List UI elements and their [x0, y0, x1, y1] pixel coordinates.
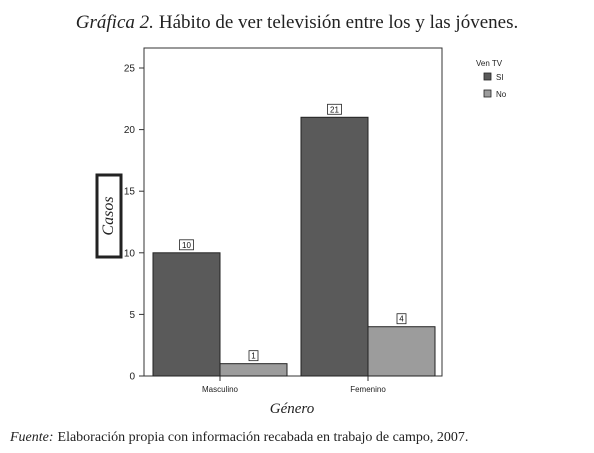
figure-source: Fuente: Elaboración propia con informació… — [9, 430, 468, 445]
y-tick-label: 10 — [124, 248, 136, 259]
bar-si-femenino — [300, 116, 369, 377]
y-tick-label: 20 — [124, 125, 136, 136]
figure-source-text: Elaboración propia con información recab… — [58, 430, 469, 445]
y-tick-label: 5 — [129, 310, 135, 321]
y-tick-label: 15 — [124, 187, 136, 198]
plot-frame — [143, 47, 443, 377]
data-label-box — [327, 103, 342, 115]
data-label: 10 — [182, 241, 191, 250]
data-labels: 10 1 21 4 — [179, 103, 407, 362]
data-label: 1 — [251, 352, 256, 361]
figure-title-prefix: Gráfica 2. — [76, 12, 154, 33]
data-label: 21 — [330, 105, 339, 114]
y-axis: 0 5 10 15 20 25 — [124, 64, 144, 383]
data-label: 4 — [399, 315, 404, 324]
legend-swatch-si — [483, 72, 492, 81]
x-axis-label: Género — [270, 401, 315, 417]
bar-no-femenino — [367, 326, 436, 377]
legend-label-si: SI — [496, 73, 504, 82]
data-label-box — [396, 313, 407, 325]
y-axis-label-box — [95, 173, 123, 259]
x-axis: Masculino Femenino — [202, 376, 386, 394]
data-label-box — [179, 239, 194, 251]
legend-label-no: No — [496, 90, 507, 99]
legend: Ven TV SI No — [476, 59, 507, 99]
y-tick-label: 0 — [129, 372, 135, 383]
figure-source-prefix: Fuente: — [9, 430, 54, 445]
y-axis-label: Casos — [100, 196, 117, 235]
x-tick-label: Femenino — [350, 385, 386, 394]
figure-title-text: Hábito de ver televisión entre los y las… — [159, 12, 518, 33]
bar-no-masculino — [219, 363, 288, 377]
legend-title: Ven TV — [476, 59, 503, 68]
bar-si-masculino — [152, 252, 221, 377]
figure-title: Gráfica 2. Hábito de ver televisión entre… — [76, 12, 518, 33]
bars — [152, 116, 436, 377]
data-label-box — [248, 350, 259, 362]
y-tick-label: 25 — [124, 64, 136, 75]
x-tick-label: Masculino — [202, 385, 239, 394]
legend-swatch-no — [483, 89, 492, 98]
